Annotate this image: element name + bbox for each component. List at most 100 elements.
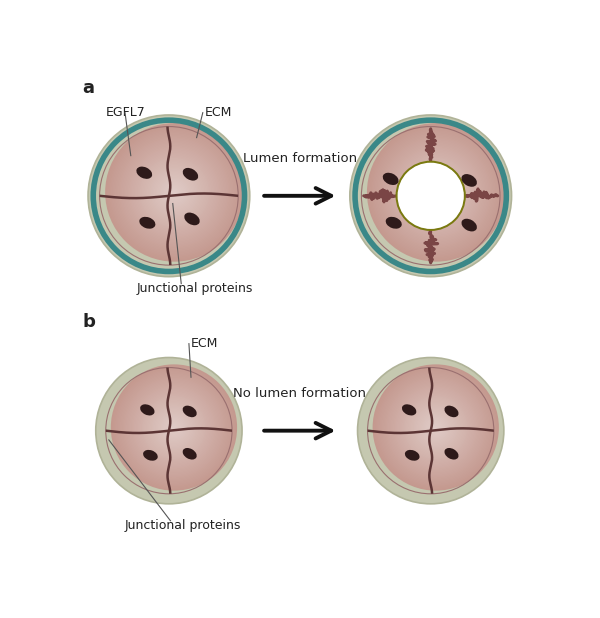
Circle shape bbox=[127, 381, 221, 474]
Circle shape bbox=[433, 425, 438, 430]
Circle shape bbox=[127, 145, 221, 240]
Circle shape bbox=[145, 163, 203, 221]
Circle shape bbox=[166, 184, 183, 201]
Circle shape bbox=[383, 375, 489, 481]
Circle shape bbox=[157, 174, 193, 210]
Ellipse shape bbox=[139, 217, 155, 229]
Circle shape bbox=[392, 148, 481, 237]
Circle shape bbox=[125, 143, 224, 242]
Circle shape bbox=[88, 115, 250, 277]
Circle shape bbox=[107, 124, 242, 260]
Circle shape bbox=[172, 190, 177, 195]
Circle shape bbox=[390, 382, 481, 473]
Circle shape bbox=[408, 400, 464, 455]
Circle shape bbox=[96, 358, 242, 504]
Circle shape bbox=[404, 396, 467, 459]
Circle shape bbox=[151, 169, 198, 216]
Circle shape bbox=[133, 151, 216, 234]
Circle shape bbox=[379, 135, 493, 249]
Circle shape bbox=[350, 115, 512, 277]
Circle shape bbox=[432, 188, 440, 197]
Circle shape bbox=[130, 383, 218, 472]
Circle shape bbox=[399, 391, 472, 464]
Circle shape bbox=[141, 159, 208, 226]
Ellipse shape bbox=[184, 213, 200, 226]
Circle shape bbox=[386, 378, 485, 476]
Circle shape bbox=[121, 375, 227, 481]
Circle shape bbox=[113, 367, 235, 488]
Circle shape bbox=[398, 389, 473, 465]
Circle shape bbox=[129, 146, 220, 238]
Circle shape bbox=[148, 401, 200, 454]
Circle shape bbox=[112, 366, 236, 489]
Circle shape bbox=[388, 144, 485, 241]
Circle shape bbox=[111, 365, 237, 491]
Circle shape bbox=[118, 135, 231, 249]
Circle shape bbox=[126, 379, 222, 475]
Circle shape bbox=[170, 188, 179, 197]
Ellipse shape bbox=[461, 219, 477, 231]
Circle shape bbox=[409, 401, 462, 454]
Circle shape bbox=[375, 132, 497, 253]
Circle shape bbox=[430, 185, 443, 199]
Circle shape bbox=[407, 399, 465, 457]
Circle shape bbox=[413, 405, 458, 451]
Circle shape bbox=[374, 130, 499, 255]
Circle shape bbox=[415, 172, 457, 213]
Circle shape bbox=[431, 423, 441, 433]
Circle shape bbox=[406, 397, 466, 458]
Circle shape bbox=[140, 158, 209, 227]
Circle shape bbox=[126, 144, 223, 241]
Circle shape bbox=[134, 152, 215, 232]
Ellipse shape bbox=[402, 404, 416, 415]
Circle shape bbox=[385, 141, 488, 243]
Circle shape bbox=[393, 150, 479, 235]
Circle shape bbox=[159, 412, 189, 442]
Circle shape bbox=[144, 162, 205, 223]
Circle shape bbox=[391, 146, 482, 238]
Circle shape bbox=[393, 384, 479, 470]
Circle shape bbox=[122, 376, 226, 480]
Circle shape bbox=[169, 187, 180, 198]
Circle shape bbox=[410, 166, 463, 219]
Circle shape bbox=[139, 156, 211, 229]
Circle shape bbox=[163, 181, 185, 203]
Circle shape bbox=[142, 396, 206, 459]
Ellipse shape bbox=[140, 404, 155, 415]
Circle shape bbox=[124, 377, 224, 478]
Circle shape bbox=[381, 137, 491, 248]
Circle shape bbox=[424, 180, 449, 205]
Circle shape bbox=[412, 404, 460, 452]
Circle shape bbox=[173, 426, 175, 429]
Circle shape bbox=[422, 179, 450, 206]
Circle shape bbox=[119, 137, 230, 248]
Circle shape bbox=[434, 426, 437, 429]
Circle shape bbox=[413, 169, 460, 216]
Circle shape bbox=[149, 402, 199, 453]
Circle shape bbox=[165, 183, 184, 202]
Ellipse shape bbox=[386, 217, 402, 229]
Circle shape bbox=[156, 410, 191, 445]
Text: a: a bbox=[83, 78, 95, 97]
Circle shape bbox=[395, 151, 478, 234]
Text: Junctional proteins: Junctional proteins bbox=[124, 519, 241, 532]
Circle shape bbox=[425, 417, 446, 438]
Circle shape bbox=[382, 138, 490, 247]
Circle shape bbox=[414, 406, 457, 449]
Circle shape bbox=[135, 388, 213, 467]
Circle shape bbox=[148, 166, 201, 219]
Circle shape bbox=[110, 129, 238, 256]
Circle shape bbox=[108, 126, 241, 259]
Text: ECM: ECM bbox=[190, 337, 218, 350]
Circle shape bbox=[401, 394, 470, 462]
Ellipse shape bbox=[143, 450, 158, 460]
Ellipse shape bbox=[461, 174, 477, 187]
Circle shape bbox=[388, 379, 484, 475]
Circle shape bbox=[396, 152, 476, 232]
Circle shape bbox=[419, 411, 452, 444]
Circle shape bbox=[169, 423, 179, 433]
Circle shape bbox=[105, 123, 244, 261]
Circle shape bbox=[158, 176, 191, 209]
Circle shape bbox=[150, 404, 198, 452]
Circle shape bbox=[421, 412, 451, 442]
